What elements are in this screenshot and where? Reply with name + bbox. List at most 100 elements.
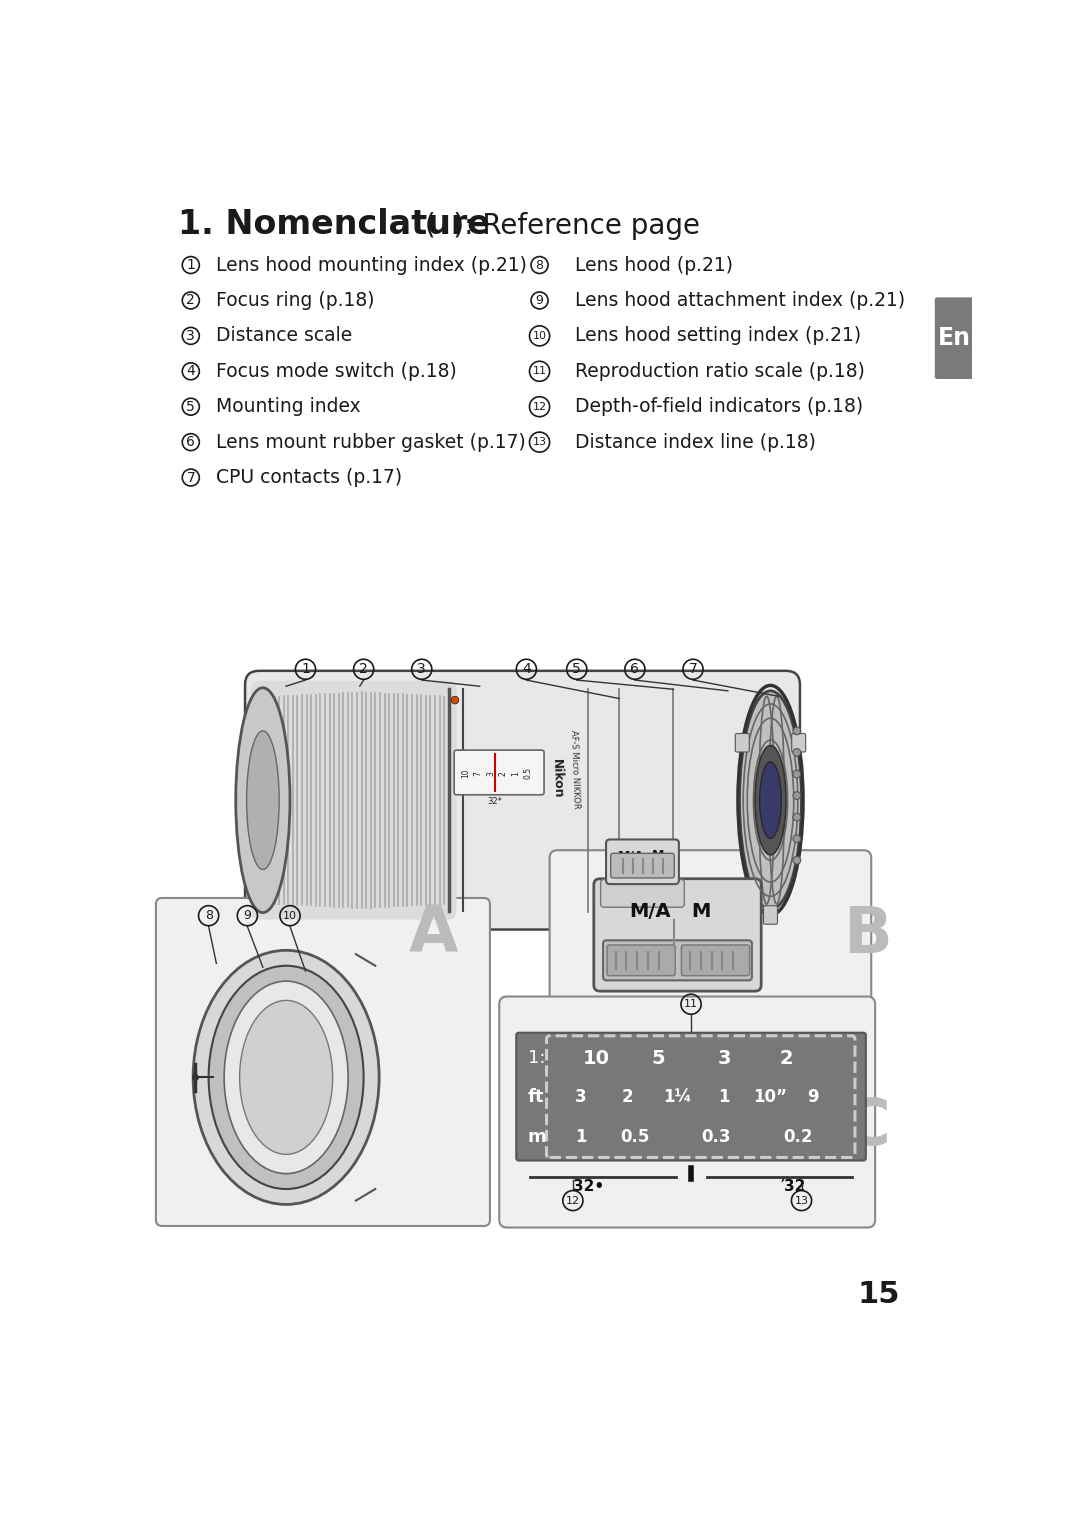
FancyBboxPatch shape (603, 941, 752, 980)
Text: 7: 7 (187, 470, 195, 484)
FancyBboxPatch shape (455, 750, 544, 794)
Text: 10: 10 (283, 910, 297, 921)
Text: 4: 4 (187, 364, 195, 379)
Ellipse shape (759, 763, 781, 839)
Text: 3: 3 (486, 770, 495, 776)
Text: 9: 9 (243, 909, 252, 922)
Text: 32*: 32* (488, 798, 502, 807)
Text: 3: 3 (417, 662, 427, 676)
Text: Focus mode switch (p.18): Focus mode switch (p.18) (216, 362, 457, 380)
Text: Depth-of-field indicators (p.18): Depth-of-field indicators (p.18) (576, 397, 863, 416)
Text: (  ): Reference page: ( ): Reference page (416, 212, 700, 240)
Text: CPU contacts (p.17): CPU contacts (p.17) (216, 469, 403, 487)
FancyBboxPatch shape (606, 840, 679, 884)
Text: M/A: M/A (619, 849, 645, 861)
Text: 11: 11 (684, 1000, 698, 1009)
Text: 0.5: 0.5 (620, 1128, 649, 1146)
Text: B: B (843, 904, 892, 966)
Ellipse shape (225, 982, 348, 1173)
FancyBboxPatch shape (516, 1033, 866, 1161)
Text: 7: 7 (689, 662, 698, 676)
Ellipse shape (740, 691, 801, 910)
Text: Nikon: Nikon (550, 758, 564, 799)
Text: M: M (652, 849, 664, 861)
Circle shape (793, 813, 800, 820)
Text: 13: 13 (532, 437, 546, 447)
Text: 1: 1 (718, 1088, 730, 1105)
Circle shape (451, 696, 459, 705)
Text: 1¼: 1¼ (663, 1088, 692, 1105)
Ellipse shape (208, 966, 364, 1189)
Text: 1: 1 (301, 662, 310, 676)
Text: 3: 3 (575, 1088, 586, 1105)
Text: 32•: 32• (572, 1180, 604, 1195)
Text: 5: 5 (651, 1049, 665, 1067)
Text: Distance index line (p.18): Distance index line (p.18) (576, 432, 816, 452)
Text: 1: 1 (187, 259, 195, 272)
FancyBboxPatch shape (252, 680, 457, 919)
Text: En: En (939, 326, 971, 350)
Text: Lens hood setting index (p.21): Lens hood setting index (p.21) (576, 326, 862, 345)
Text: Lens hood mounting index (p.21): Lens hood mounting index (p.21) (216, 256, 527, 274)
Circle shape (793, 728, 800, 735)
Ellipse shape (235, 688, 291, 913)
Text: Distance scale: Distance scale (216, 326, 353, 345)
Text: Lens hood (p.21): Lens hood (p.21) (576, 256, 733, 274)
FancyBboxPatch shape (735, 734, 750, 752)
Text: 5: 5 (187, 400, 195, 414)
Text: 1: 1 (511, 770, 519, 776)
Text: 10: 10 (582, 1049, 609, 1067)
FancyBboxPatch shape (550, 851, 872, 1012)
Text: 10: 10 (532, 330, 546, 341)
Circle shape (793, 836, 800, 843)
Text: 3: 3 (717, 1049, 731, 1067)
Text: 2: 2 (360, 662, 368, 676)
Text: AF-S Micro NIKKOR: AF-S Micro NIKKOR (569, 731, 581, 808)
FancyBboxPatch shape (607, 945, 675, 976)
Text: 2: 2 (499, 770, 508, 776)
FancyBboxPatch shape (245, 671, 800, 930)
FancyBboxPatch shape (600, 880, 685, 907)
Text: 0.2: 0.2 (783, 1128, 812, 1146)
Text: Lens mount rubber gasket (p.17): Lens mount rubber gasket (p.17) (216, 432, 526, 452)
Text: Reproduction ratio scale (p.18): Reproduction ratio scale (p.18) (576, 362, 865, 380)
FancyBboxPatch shape (156, 898, 490, 1227)
Ellipse shape (193, 950, 379, 1204)
Text: C: C (843, 1096, 891, 1158)
Circle shape (793, 857, 800, 864)
Text: ft: ft (528, 1088, 544, 1105)
Text: 1: 1 (575, 1128, 586, 1146)
Text: 9: 9 (808, 1088, 819, 1105)
Text: 6: 6 (187, 435, 195, 449)
Text: 7: 7 (474, 770, 483, 776)
Text: 11: 11 (532, 367, 546, 376)
Text: 8: 8 (204, 909, 213, 922)
FancyBboxPatch shape (764, 906, 778, 924)
Ellipse shape (246, 731, 279, 869)
Text: 12: 12 (566, 1196, 580, 1205)
Text: 0.3: 0.3 (702, 1128, 731, 1146)
Text: 0.5: 0.5 (524, 767, 532, 779)
Circle shape (793, 791, 800, 799)
Text: 13: 13 (795, 1196, 809, 1205)
Text: Focus ring (p.18): Focus ring (p.18) (216, 291, 375, 310)
Text: 15: 15 (858, 1280, 901, 1309)
Circle shape (793, 749, 800, 756)
Text: 2: 2 (621, 1088, 633, 1105)
Text: 4: 4 (522, 662, 530, 676)
FancyBboxPatch shape (594, 878, 761, 991)
Text: 3: 3 (187, 329, 195, 342)
FancyBboxPatch shape (681, 945, 750, 976)
FancyBboxPatch shape (610, 854, 674, 878)
Circle shape (793, 770, 800, 778)
Text: Mounting index: Mounting index (216, 397, 361, 416)
Ellipse shape (755, 746, 786, 855)
Text: 12: 12 (532, 402, 546, 412)
Text: M: M (691, 903, 711, 921)
FancyBboxPatch shape (935, 297, 974, 379)
Text: 1. Nomenclature: 1. Nomenclature (177, 209, 489, 240)
FancyBboxPatch shape (792, 734, 806, 752)
Text: 9: 9 (536, 294, 543, 307)
Text: M/A: M/A (630, 903, 671, 921)
Text: 1:: 1: (528, 1049, 545, 1067)
